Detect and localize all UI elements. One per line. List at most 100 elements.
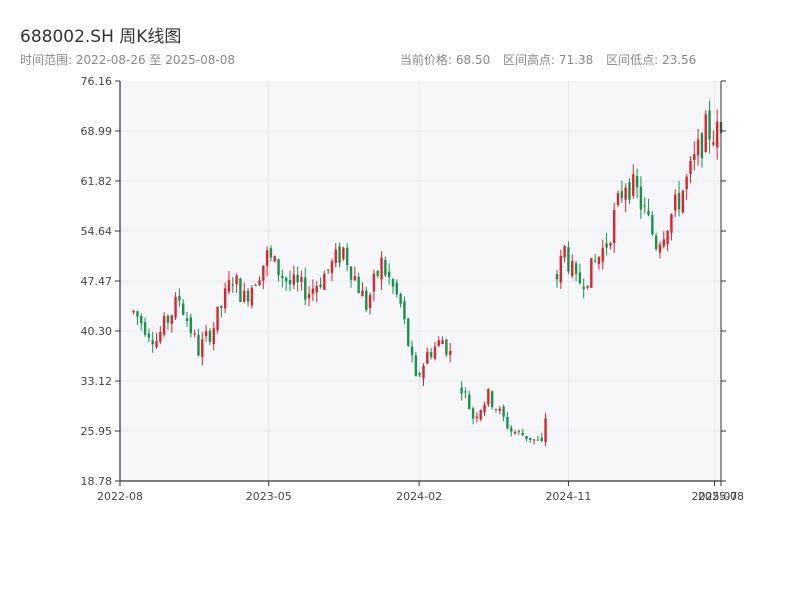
x-tick-label: 2024-11	[545, 490, 591, 503]
y-tick-label: 54.64	[81, 225, 113, 238]
candle-body	[346, 247, 349, 266]
y-tick-label: 76.16	[81, 75, 113, 88]
candle-body	[685, 176, 688, 190]
candle-body	[567, 247, 570, 272]
candle-body	[643, 205, 646, 207]
candle-body	[216, 306, 219, 331]
candle-body	[155, 341, 158, 348]
candle-body	[235, 275, 238, 285]
y-tick-label: 40.30	[81, 325, 113, 338]
candle-body	[403, 301, 406, 320]
candle-body	[147, 333, 151, 338]
x-tick-label: 2025-07	[691, 490, 737, 503]
x-tick-label: 2023-05	[246, 490, 292, 503]
candle-body	[330, 261, 334, 273]
candle-body	[681, 190, 685, 213]
candle-body	[220, 305, 223, 308]
candle-body	[132, 310, 135, 313]
candle-body	[475, 416, 479, 419]
candle-body	[605, 243, 608, 248]
candle-body	[136, 311, 139, 317]
candle-body	[338, 246, 341, 263]
y-tick-label: 68.99	[81, 125, 113, 138]
candle-body	[563, 246, 566, 258]
candle-body	[223, 288, 227, 309]
candle-body	[304, 277, 307, 300]
candle-body	[502, 406, 505, 417]
candle-body	[441, 340, 444, 345]
time-range-subtitle: 时间范围: 2022-08-26 至 2025-08-08	[20, 53, 235, 67]
candle-body	[510, 427, 513, 432]
candle-body	[437, 340, 440, 346]
candle-body	[174, 296, 177, 318]
candle-body	[708, 110, 711, 140]
candle-body	[399, 293, 402, 304]
price-stats: 当前价格: 68.50 区间高点: 71.38 区间低点: 23.56	[400, 51, 705, 68]
chart-title: 688002.SH 周K线图	[20, 27, 182, 47]
candle-body	[418, 373, 421, 376]
candle-body	[349, 266, 353, 280]
candle-body	[662, 239, 665, 247]
candle-body	[704, 114, 707, 152]
grid-lines	[120, 81, 721, 481]
candle-body	[559, 255, 563, 283]
candle-body	[494, 409, 498, 411]
candle-body	[189, 317, 193, 334]
candle-body	[372, 273, 376, 292]
candle-body	[262, 265, 265, 281]
candle-body	[536, 439, 540, 441]
candle-body	[414, 355, 418, 376]
candle-body	[311, 288, 315, 294]
y-tick-label: 33.12	[81, 375, 113, 388]
candle-body	[239, 278, 242, 302]
candle-body	[654, 235, 658, 250]
candle-body	[277, 259, 280, 276]
candle-body	[670, 214, 673, 233]
candle-body	[281, 275, 284, 278]
candle-body	[254, 285, 257, 287]
candle-body	[586, 285, 589, 288]
candle-body	[185, 318, 189, 321]
candle-body	[513, 432, 517, 434]
candle-body	[365, 290, 368, 311]
candle-body	[170, 315, 173, 324]
y-tick-label: 47.47	[81, 275, 113, 288]
candle-body	[426, 351, 429, 364]
candle-body	[597, 257, 601, 265]
candle-body	[666, 231, 669, 244]
candle-body	[468, 394, 471, 410]
candle-body	[529, 437, 532, 440]
y-tick-label: 25.95	[81, 425, 113, 438]
candle-body	[555, 273, 559, 280]
candle-body	[357, 276, 360, 294]
candle-body	[460, 387, 463, 394]
candle-body	[696, 139, 700, 156]
candle-body	[380, 257, 383, 280]
candle-body	[639, 186, 643, 210]
candle-body	[647, 210, 650, 215]
candle-body	[521, 432, 524, 436]
candle-body	[162, 316, 166, 335]
candle-body	[613, 210, 616, 244]
candle-body	[624, 187, 627, 200]
candle-body	[590, 258, 593, 288]
candle-body	[197, 335, 200, 356]
candle-body	[265, 250, 269, 266]
candle-body	[712, 142, 715, 145]
x-tick-label: 2022-08	[97, 490, 143, 503]
candle-body	[448, 350, 452, 356]
candle-body	[674, 194, 677, 211]
candle-body	[628, 182, 631, 200]
candle-body	[296, 274, 299, 283]
candle-body	[616, 193, 620, 205]
candle-body	[445, 339, 448, 355]
candle-body	[689, 160, 692, 175]
candle-body	[288, 280, 292, 285]
candle-body	[204, 331, 208, 337]
candle-body	[677, 192, 681, 210]
candle-body	[609, 243, 612, 246]
x-tick-label: 2025-08	[698, 490, 744, 503]
candle-body	[231, 284, 234, 286]
candle-body	[574, 263, 578, 274]
candle-body	[601, 247, 604, 262]
